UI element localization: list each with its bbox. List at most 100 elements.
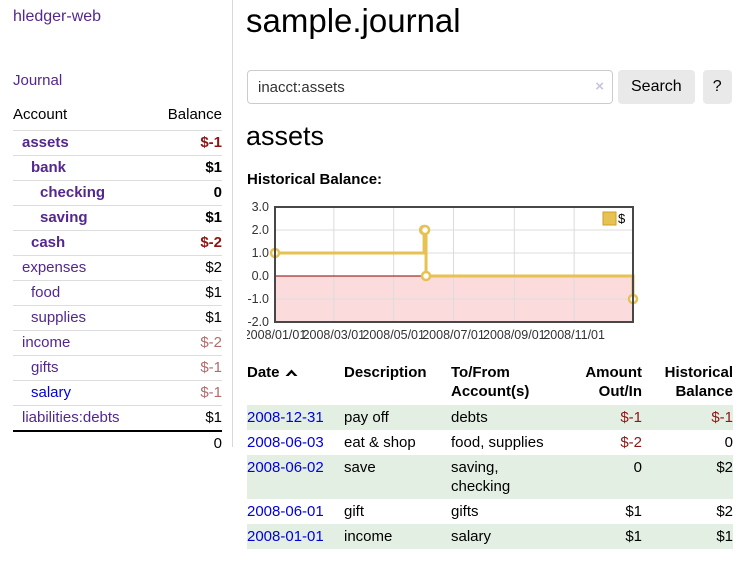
account-link-salary[interactable]: salary <box>31 384 72 401</box>
transaction-description: pay off <box>344 405 451 430</box>
account-row: income $-2 <box>13 330 222 356</box>
account-row: gifts $-1 <box>13 355 222 381</box>
account-row: salary $-1 <box>13 380 222 406</box>
account-link-expenses[interactable]: expenses <box>22 259 87 276</box>
accounts-total-row: 0 <box>13 430 222 456</box>
transaction-accounts: salary <box>451 524 571 549</box>
account-link-food[interactable]: food <box>31 284 61 301</box>
transaction-date-link[interactable]: 2008-06-03 <box>247 434 324 451</box>
register-row: 2008-06-01 gift gifts $1 $2 <box>247 499 733 524</box>
page-title: sample.journal <box>246 2 461 39</box>
account-balance: $-1 <box>151 380 222 406</box>
sort-asc-icon <box>285 363 298 382</box>
account-balance: $1 <box>151 405 222 431</box>
svg-text:2008/03/01: 2008/03/01 <box>303 328 366 342</box>
account-balance: $-1 <box>151 355 222 381</box>
register-row: 2008-06-03 eat & shop food, supplies $-2… <box>247 430 733 455</box>
col-amount[interactable]: Amount Out/In <box>585 364 642 400</box>
account-balance: $1 <box>151 205 222 231</box>
col-accounts[interactable]: To/From Account(s) <box>451 364 530 400</box>
account-link-cash[interactable]: cash <box>31 234 66 251</box>
chart-canvas: 3.0 2.0 1.0 0.0 -1.0 -2.02008/01/012008/03/01… <box>244 200 639 342</box>
register-row: 2008-06-02 save saving, checking 0 $2 <box>247 455 733 499</box>
accounts-col-balance: Balance <box>167 106 222 123</box>
account-link-saving[interactable]: saving <box>40 209 88 226</box>
account-balance: $1 <box>151 155 222 181</box>
col-historical-balance[interactable]: Historical Balance <box>664 364 733 400</box>
historical-balance-chart: 3.0 2.0 1.0 0.0 -1.0 -2.0 2008/01/01 2008/03/01… <box>244 198 727 348</box>
account-row: saving $1 <box>13 205 222 231</box>
svg-text:2008/09/01: 2008/09/01 <box>483 328 546 342</box>
transaction-accounts: debts <box>451 405 571 430</box>
svg-text:$: $ <box>618 211 626 226</box>
svg-text:2008/01/01: 2008/01/01 <box>247 328 306 342</box>
account-row: expenses $2 <box>13 255 222 281</box>
account-row: assets $-1 <box>13 130 222 156</box>
transaction-accounts: food, supplies <box>451 434 544 451</box>
accounts-col-account: Account <box>13 106 68 123</box>
app-title-link[interactable]: hledger-web <box>13 8 102 25</box>
account-heading: assets <box>246 121 325 151</box>
chart-title: Historical Balance: <box>247 171 383 188</box>
svg-text:2.0: 2.0 <box>252 223 269 237</box>
search-form: × Search ? <box>247 70 732 104</box>
transaction-amount: $1 <box>571 524 642 549</box>
svg-text:2008/05/01: 2008/05/01 <box>362 328 425 342</box>
transaction-balance: 0 <box>724 434 733 451</box>
svg-text:-2.0: -2.0 <box>247 315 269 329</box>
col-date[interactable]: Date <box>247 361 344 405</box>
account-link-assets[interactable]: assets <box>22 134 69 151</box>
transaction-accounts: saving, checking <box>451 455 571 499</box>
svg-text:2008/11/01: 2008/11/01 <box>543 328 605 342</box>
account-link-bank[interactable]: bank <box>31 159 67 176</box>
transaction-amount: $1 <box>625 503 642 520</box>
register-table: Date Description To/From Account(s) Amou… <box>247 361 733 549</box>
register-row: 2008-12-31 pay off debts $-1 $-1 <box>247 405 733 430</box>
svg-text:3.0: 3.0 <box>252 200 269 214</box>
account-balance: $-1 <box>151 130 222 156</box>
search-button[interactable]: Search <box>618 70 695 104</box>
clear-search-icon[interactable]: × <box>595 78 604 95</box>
transaction-date-link[interactable]: 2008-06-02 <box>247 459 324 476</box>
account-row: checking 0 <box>13 180 222 206</box>
transaction-description: save <box>344 455 451 499</box>
account-balance: $-2 <box>151 330 222 356</box>
account-balance: $1 <box>151 280 222 306</box>
accounts-table: Account Balance assets $-1 bank $1 check… <box>13 104 222 456</box>
svg-text:2008/07/01: 2008/07/01 <box>422 328 485 342</box>
account-row: supplies $1 <box>13 305 222 331</box>
transaction-description: income <box>344 524 451 549</box>
transaction-balance: $1 <box>642 524 733 549</box>
account-link-income[interactable]: income <box>22 334 71 351</box>
search-input[interactable] <box>247 70 613 104</box>
transaction-date-link[interactable]: 2008-12-31 <box>247 409 324 426</box>
svg-text:-1.0: -1.0 <box>247 292 269 306</box>
col-description[interactable]: Description <box>344 364 427 381</box>
account-row: food $1 <box>13 280 222 306</box>
transaction-balance: $2 <box>716 503 733 520</box>
transaction-date-link[interactable]: 2008-06-01 <box>247 503 324 520</box>
transaction-description: eat & shop <box>344 434 416 451</box>
transaction-amount: 0 <box>571 455 642 499</box>
account-row: cash $-2 <box>13 230 222 256</box>
help-button[interactable]: ? <box>702 70 732 104</box>
transaction-balance: $-1 <box>642 405 733 430</box>
transaction-amount: $-2 <box>620 434 642 451</box>
account-link-supplies[interactable]: supplies <box>31 309 87 326</box>
account-balance: 0 <box>151 180 222 206</box>
account-balance: $2 <box>151 255 222 281</box>
svg-text:1.0: 1.0 <box>252 246 269 260</box>
svg-text:0.0: 0.0 <box>252 269 269 283</box>
account-row: bank $1 <box>13 155 222 181</box>
transaction-date-link[interactable]: 2008-01-01 <box>247 528 324 545</box>
transaction-description: gift <box>344 503 365 520</box>
sidebar-item-journal[interactable]: Journal <box>13 72 63 89</box>
transaction-balance: $2 <box>642 455 733 499</box>
sidebar: hledger-web Journal Account Balance asse… <box>0 0 233 456</box>
account-link-checking[interactable]: checking <box>40 184 106 201</box>
register-row: 2008-01-01 income salary $1 $1 <box>247 524 733 549</box>
transaction-accounts: gifts <box>451 503 479 520</box>
account-link-gifts[interactable]: gifts <box>31 359 59 376</box>
account-link-liabilities-debts[interactable]: liabilities:debts <box>22 409 120 426</box>
account-balance: $-2 <box>151 230 222 256</box>
